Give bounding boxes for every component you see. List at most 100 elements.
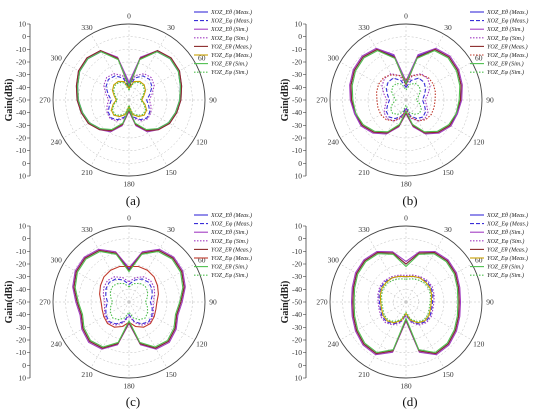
grid-spoke (340, 301, 407, 341)
series-line (390, 82, 422, 115)
angle-label: 0 (404, 214, 408, 223)
series-line (102, 276, 156, 326)
legend-entry: XOZ_Eθ (Meas.) (486, 9, 528, 16)
angle-label: 240 (328, 340, 340, 349)
gain-tick-label: -30 (16, 70, 26, 79)
angle-label: 270 (316, 96, 328, 105)
y-axis-title: Gain(dBi) (4, 281, 15, 324)
panel-label: (b) (402, 193, 417, 208)
series-line (77, 51, 181, 131)
gain-tick-label: -10 (292, 146, 302, 155)
legend-entry: YOZ_Eφ (Meas.) (211, 255, 252, 262)
angle-label: 120 (196, 138, 208, 147)
gain-tick-label: -20 (292, 58, 302, 67)
gain-tick-label: -30 (16, 323, 26, 332)
y-axis-title: Gain(dBi) (280, 79, 291, 122)
outer-ring (329, 225, 483, 379)
grid-spoke (405, 61, 472, 101)
gain-tick-label: 0 (298, 32, 302, 41)
gain-tick-label: -30 (292, 70, 302, 79)
grid-spoke (128, 263, 195, 303)
legend-entry: YOZ_Eφ (Sim.) (487, 272, 524, 279)
gain-tick-label: -20 (292, 336, 302, 345)
legend-entry: YOZ_Eθ (Sim.) (211, 264, 248, 271)
angle-label: 60 (475, 54, 483, 63)
gain-tick-label: -10 (292, 45, 302, 54)
angle-label: 90 (486, 298, 494, 307)
legend-entry: XOZ_Eφ (Sim.) (486, 35, 524, 42)
legend-entry: YOZ_Eθ (Meas.) (487, 246, 528, 253)
grid-spoke (340, 263, 407, 303)
legend-entry: YOZ_Eφ (Meas.) (487, 52, 528, 59)
gain-tick-label: -10 (292, 247, 302, 256)
legend-entry: YOZ_Eθ (Sim.) (211, 61, 248, 68)
gain-tick-label: 10 (19, 374, 27, 383)
grid-ring (355, 49, 457, 151)
angle-label: 300 (51, 54, 63, 63)
angle-label: 60 (475, 256, 483, 265)
polar-panel: 0 30 60 90 120 150 180 210 240 270 300 330 10 10 0 0 -10… (280, 9, 528, 208)
polar-panel: 0 30 60 90 120 150 180 210 240 270 300 330 10 10 0 0 -10… (280, 212, 528, 409)
legend-entry: XOZ_Eφ (Meas.) (486, 221, 528, 228)
legend-entry: XOZ_Eφ (Meas.) (210, 221, 252, 228)
angle-label: 150 (442, 370, 454, 379)
gain-tick-label: -40 (292, 83, 302, 92)
grid-spoke (405, 34, 445, 101)
angle-label: 210 (358, 370, 370, 379)
grid-spoke (90, 301, 130, 368)
outer-ring (329, 23, 483, 177)
angle-label: 30 (167, 225, 175, 234)
legend-entry: YOZ_Eθ (Meas.) (487, 43, 528, 50)
series-line (74, 250, 184, 348)
angle-label: 0 (127, 12, 131, 21)
angle-label: 120 (473, 138, 485, 147)
gain-tick-label: 0 (298, 361, 302, 370)
grid-spoke (405, 301, 445, 368)
panel-label: (d) (402, 394, 417, 409)
angle-label: 330 (358, 225, 370, 234)
grid-spoke (405, 99, 472, 139)
gain-tick-label: -20 (292, 260, 302, 269)
series-line (349, 47, 463, 135)
angle-label: 300 (328, 54, 340, 63)
series-line (385, 77, 427, 120)
legend-entry: XOZ_Eθ (Sim.) (486, 229, 524, 236)
grid-spoke (128, 34, 168, 101)
series-line (377, 274, 435, 326)
gain-tick-label: -50 (292, 298, 302, 307)
gain-tick-label: -40 (16, 285, 26, 294)
angle-label: 330 (81, 225, 93, 234)
angle-label: 0 (404, 12, 408, 21)
series-line (351, 49, 461, 133)
gain-tick-label: 10 (19, 172, 27, 181)
gain-tick-label: 0 (22, 32, 26, 41)
angle-label: 240 (328, 138, 340, 147)
legend-entry: XOZ_Eθ (Sim.) (486, 26, 524, 33)
legend-entry: XOZ_Eθ (Meas.) (210, 212, 252, 219)
angle-label: 120 (473, 340, 485, 349)
angle-label: 330 (358, 23, 370, 32)
grid-spoke (128, 61, 195, 101)
legend-entry: YOZ_Eθ (Sim.) (487, 61, 524, 68)
gain-tick-label: -40 (16, 108, 26, 117)
legend-entry: YOZ_Eθ (Sim.) (487, 264, 524, 271)
polar-panel: 0 30 60 90 120 150 180 210 240 270 300 330 10 10 0 0 -10… (4, 9, 252, 208)
gain-tick-label: -20 (16, 336, 26, 345)
grid-spoke (405, 263, 472, 303)
angle-label: 180 (400, 180, 412, 189)
angle-label: 240 (51, 138, 63, 147)
gain-tick-label: -40 (292, 108, 302, 117)
angle-label: 300 (328, 256, 340, 265)
angle-label: 330 (81, 23, 93, 32)
grid-ring (355, 251, 457, 353)
grid-spoke (367, 34, 407, 101)
y-axis-title: Gain(dBi) (4, 79, 15, 122)
angle-label: 0 (127, 214, 131, 223)
angle-label: 210 (81, 168, 93, 177)
angle-label: 90 (486, 96, 494, 105)
angle-label: 150 (165, 168, 177, 177)
y-axis-title: Gain(dBi) (280, 281, 291, 324)
grid-ring (65, 36, 193, 164)
series-line (350, 48, 462, 134)
